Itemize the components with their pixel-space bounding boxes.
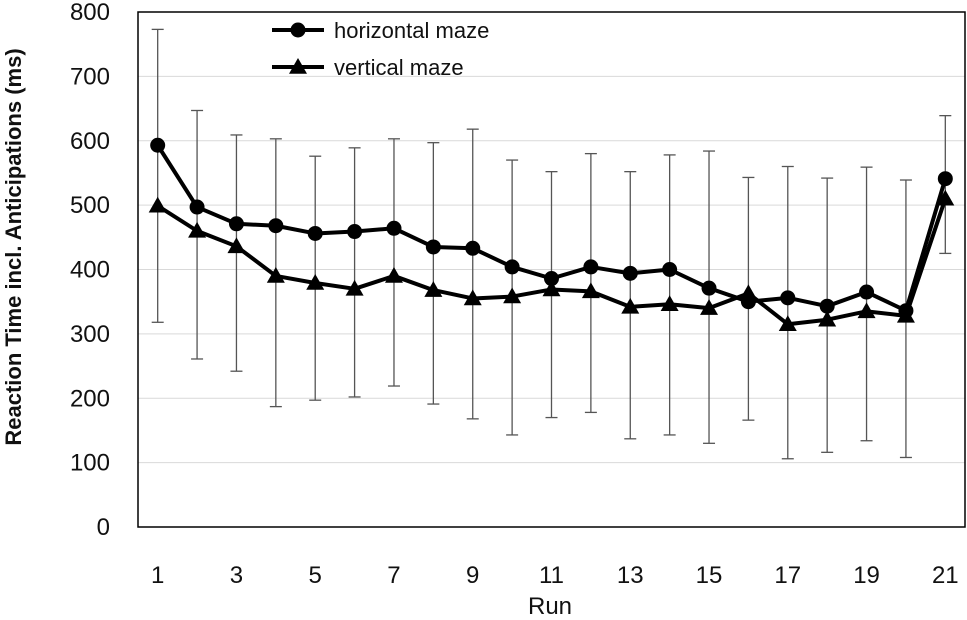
y-tick-label: 0: [97, 514, 110, 541]
x-tick-label: 3: [230, 562, 243, 589]
data-point: [424, 281, 443, 297]
data-point: [542, 280, 561, 297]
data-point: [266, 266, 285, 283]
error-bar: [663, 154, 676, 436]
data-point: [859, 284, 875, 300]
legend: horizontal maze vertical maze: [272, 18, 489, 80]
error-bar: [387, 138, 400, 387]
data-point: [581, 282, 600, 299]
data-point: [347, 224, 363, 240]
y-tick-label: 700: [70, 63, 110, 90]
y-tick-label: 600: [70, 128, 110, 155]
data-point: [268, 218, 284, 234]
plot-area-border: [137, 11, 966, 528]
data-point: [307, 225, 323, 241]
data-point: [583, 259, 599, 275]
x-tick-label: 21: [932, 562, 959, 589]
x-tick-label: 1: [151, 562, 164, 589]
data-point: [739, 284, 758, 301]
series-group: [148, 137, 955, 331]
data-point: [425, 239, 441, 255]
y-axis-title: Reaction Time incl. Anticipations (ms): [1, 48, 26, 445]
legend-label: vertical maze: [334, 55, 464, 80]
x-tick-label: 17: [774, 562, 801, 589]
x-axis-title: Run: [528, 593, 572, 620]
data-point: [150, 137, 166, 153]
data-point: [896, 306, 915, 323]
data-point: [228, 216, 244, 232]
data-point: [819, 298, 835, 314]
x-tick-label: 13: [617, 562, 644, 589]
data-point: [662, 262, 678, 277]
series-vertical-maze: [148, 189, 955, 331]
y-tick-label: 300: [70, 321, 110, 348]
legend-item: horizontal maze: [272, 18, 489, 43]
data-point: [188, 221, 207, 238]
error-bar: [151, 28, 164, 323]
y-tick-label: 800: [70, 0, 110, 26]
error-bar: [781, 165, 794, 460]
legend-marker: [290, 22, 306, 38]
x-tick-label: 7: [387, 562, 400, 589]
data-point: [660, 295, 679, 312]
data-point: [345, 279, 364, 296]
data-point: [701, 280, 717, 296]
x-tick-label: 9: [466, 562, 479, 589]
data-point: [818, 310, 837, 327]
x-tick-label: 11: [539, 562, 564, 589]
x-tick-label: 5: [309, 562, 322, 589]
error-bars: [151, 28, 952, 460]
data-point: [700, 299, 719, 315]
y-tick-label: 400: [70, 257, 110, 284]
data-point: [504, 259, 520, 275]
data-point: [936, 189, 955, 206]
axes: [137, 11, 966, 528]
data-point: [780, 290, 796, 306]
error-bar: [466, 128, 479, 420]
data-point: [465, 240, 481, 256]
data-point: [621, 297, 640, 314]
legend-label: horizontal maze: [334, 18, 489, 43]
legend-marker: [289, 58, 307, 74]
data-point: [189, 199, 205, 215]
data-point: [857, 302, 876, 319]
series-horizontal-maze: [150, 137, 953, 319]
data-point: [148, 196, 167, 213]
x-tick-labels: 1 3 5 7 9 11 13 15 17 19 21: [151, 562, 959, 589]
y-tick-label: 200: [70, 385, 110, 412]
error-bar: [703, 150, 716, 444]
error-bar: [348, 147, 361, 398]
x-tick-label: 19: [853, 562, 880, 589]
data-point: [622, 265, 638, 281]
data-point: [306, 274, 325, 290]
error-bar: [230, 134, 243, 372]
data-point: [778, 315, 797, 331]
y-tick-label: 100: [70, 450, 110, 477]
data-point: [386, 220, 402, 236]
data-point: [384, 266, 403, 283]
data-point: [503, 287, 522, 304]
data-point: [544, 271, 559, 287]
data-point: [937, 171, 953, 187]
legend-item: vertical maze: [272, 55, 464, 80]
error-bar: [427, 142, 440, 405]
x-tick-label: 15: [696, 562, 723, 589]
data-point: [463, 289, 482, 306]
data-point: [227, 237, 246, 254]
y-tick-label: 500: [70, 192, 110, 219]
y-tick-labels: 0 100 200 300 400 500 600 700 800: [70, 0, 110, 541]
